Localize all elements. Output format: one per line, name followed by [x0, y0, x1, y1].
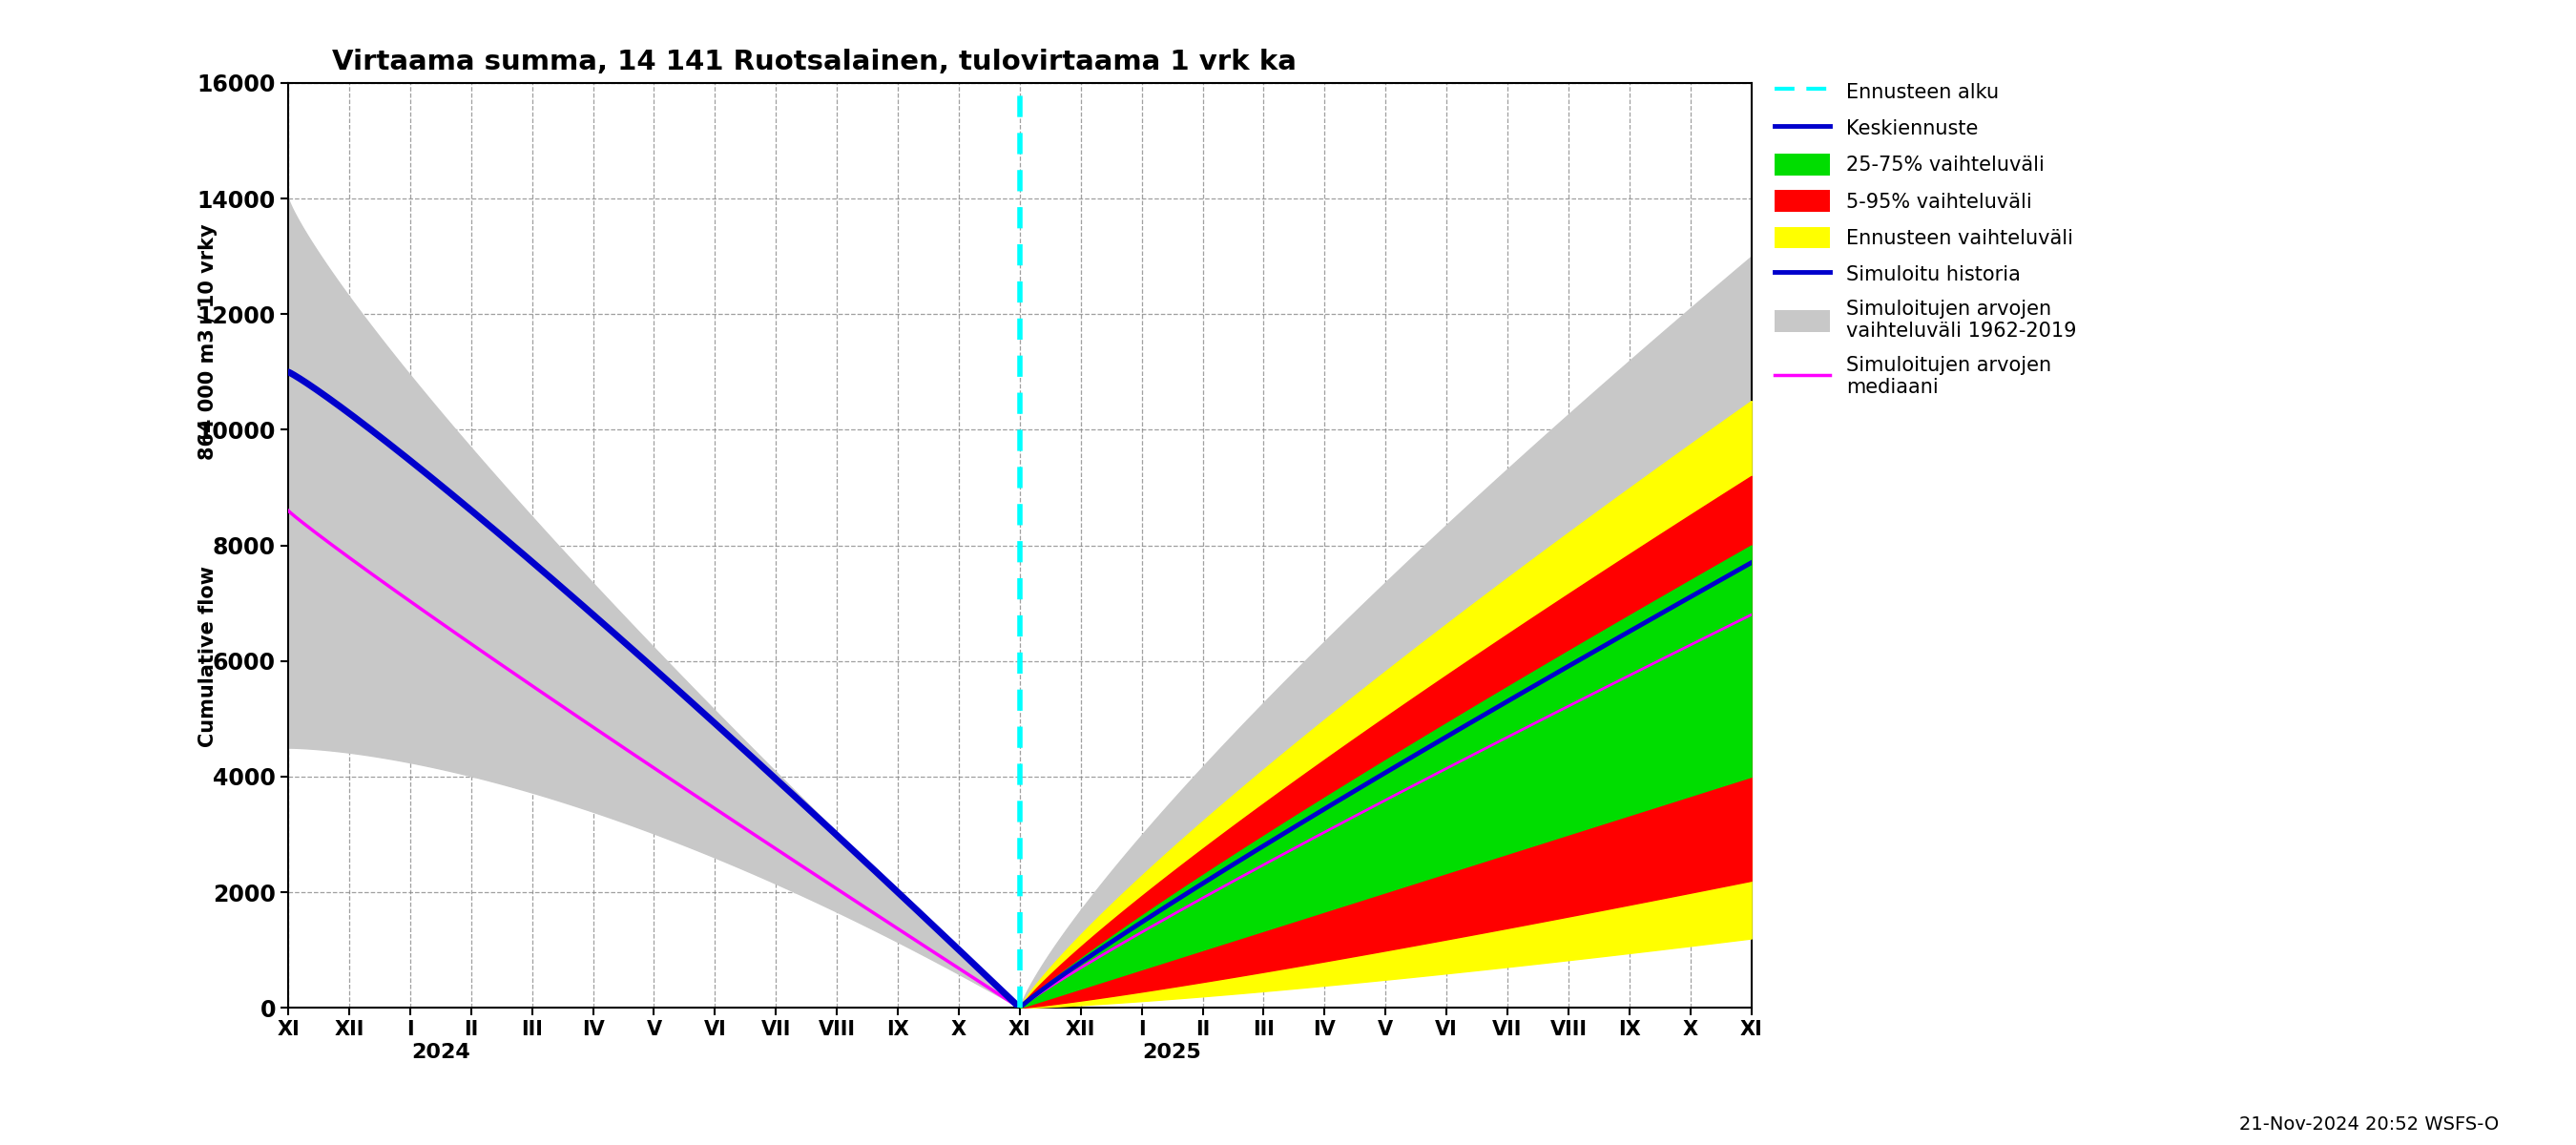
- Text: 2025: 2025: [1144, 1043, 1200, 1063]
- Text: Cumulative flow: Cumulative flow: [198, 566, 216, 747]
- Text: Virtaama summa, 14 141 Ruotsalainen, tulovirtaama 1 vrk ka: Virtaama summa, 14 141 Ruotsalainen, tul…: [332, 48, 1296, 76]
- Legend: Ennusteen alku, Keskiennuste, 25-75% vaihteluväli, 5-95% vaihteluväli, Ennusteen: Ennusteen alku, Keskiennuste, 25-75% vai…: [1770, 74, 2081, 403]
- Text: 2024: 2024: [412, 1043, 469, 1063]
- Text: 21-Nov-2024 20:52 WSFS-O: 21-Nov-2024 20:52 WSFS-O: [2239, 1115, 2499, 1134]
- Text: 864 000 m3 / 10 vrky: 864 000 m3 / 10 vrky: [198, 223, 216, 460]
